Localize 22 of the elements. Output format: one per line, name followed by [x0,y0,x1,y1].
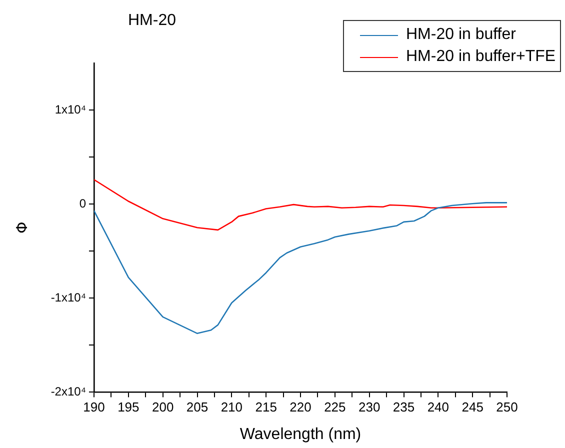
y-tick-label: -1x10⁴ [50,290,86,304]
x-tick-label: 210 [220,400,243,415]
chart-title: HM-20 [128,12,176,30]
x-axis-title: Wavelength (nm) [240,426,362,443]
x-tick-label: 230 [358,400,380,415]
legend-label: HM-20 in buffer+TFE [406,48,556,66]
x-tick-label: 195 [118,400,140,415]
y-tick-label: 1x10⁴ [54,102,86,116]
x-tick-label: 220 [290,400,312,415]
legend-label: HM-20 in buffer [406,26,516,44]
y-tick-label: 0 [79,196,86,210]
x-tick-label: 235 [392,400,415,415]
y-axis-title: Φ [12,222,31,234]
x-tick-label: 250 [496,400,518,415]
x-tick-label: 240 [427,400,450,415]
x-tick-label: 225 [324,400,346,415]
y-tick-label: -2x10⁴ [50,384,86,399]
x-tick-label: 205 [186,400,208,415]
x-tick-label: 200 [152,400,174,415]
x-tick-label: 245 [462,400,484,415]
x-tick-label: 190 [83,400,105,415]
x-tick-label: 215 [255,400,277,415]
